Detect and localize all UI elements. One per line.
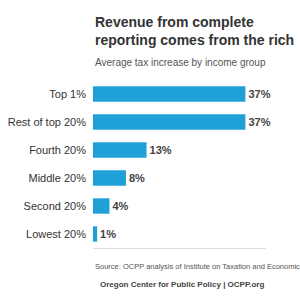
svg-text:Lowest 20%: Lowest 20% [26, 228, 86, 240]
svg-text:Second 20%: Second 20% [24, 200, 87, 212]
svg-text:4%: 4% [112, 200, 128, 212]
svg-text:Top 1%: Top 1% [49, 88, 86, 100]
svg-text:8%: 8% [129, 172, 145, 184]
svg-text:13%: 13% [150, 144, 172, 156]
svg-text:37%: 37% [248, 116, 270, 128]
svg-text:1%: 1% [100, 228, 116, 240]
svg-text:Source: OCPP analysis of Insti: Source: OCPP analysis of Institute on Ta… [95, 262, 300, 271]
svg-text:Rest of top 20%: Rest of top 20% [8, 116, 86, 128]
svg-text:Oregon Center for Public Polic: Oregon Center for Public Policy | OCPP.o… [100, 280, 264, 289]
svg-text:37%: 37% [248, 88, 270, 100]
svg-text:Fourth 20%: Fourth 20% [29, 144, 86, 156]
svg-text:Revenue from completereporting: Revenue from completereporting comes fro… [95, 14, 294, 48]
svg-text:Average tax increase by income: Average tax increase by income group [95, 57, 266, 68]
svg-text:Middle 20%: Middle 20% [29, 172, 87, 184]
